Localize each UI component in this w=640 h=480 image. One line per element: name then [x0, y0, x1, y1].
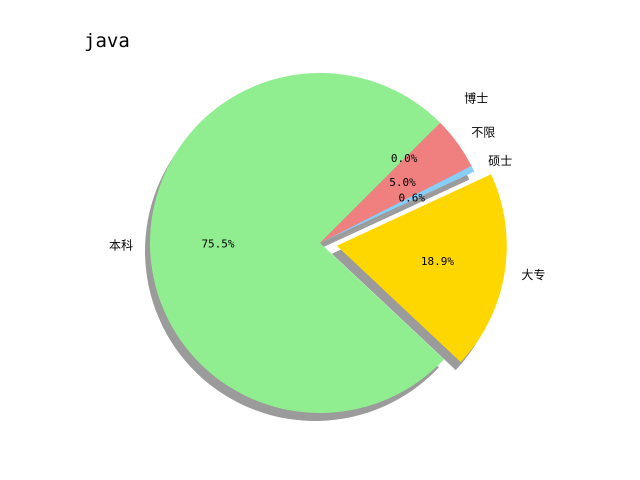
- percent-label-2: 0.6%: [398, 191, 425, 204]
- pie-wedges: [150, 72, 507, 413]
- percent-label-1: 18.9%: [421, 255, 454, 268]
- pie-shadow-2: [315, 173, 470, 251]
- percent-label-3: 5.0%: [389, 176, 416, 189]
- category-label-0: 本科: [109, 238, 133, 252]
- category-label-4: 博士: [464, 90, 488, 105]
- pie-wedge-2: [320, 165, 475, 243]
- category-label-3: 不限: [471, 126, 495, 140]
- category-label-1: 大专: [521, 267, 545, 282]
- pie-labels: 本科 75.5% 大专 18.9% 硕士 0.6% 不限 5.0% 博士 0.0%: [109, 90, 545, 282]
- category-label-2: 硕士: [488, 154, 512, 168]
- pie-wedge-3: [320, 122, 472, 243]
- pie-wedge-1: [336, 174, 507, 363]
- pie-wedge-0: [150, 72, 444, 413]
- percent-label-0: 75.5%: [201, 238, 234, 251]
- chart-title: java: [84, 30, 130, 52]
- percent-label-4: 0.0%: [391, 152, 418, 165]
